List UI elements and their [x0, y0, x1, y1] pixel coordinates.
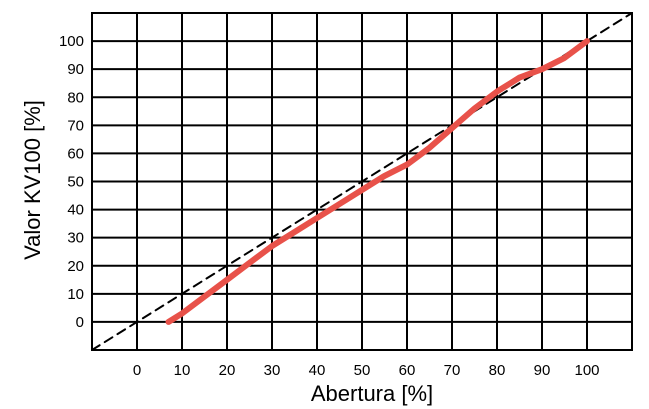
- grid: [92, 13, 632, 350]
- x-tick-label: 50: [354, 362, 371, 379]
- x-tick-label: 30: [264, 362, 281, 379]
- data-series-line: [165, 38, 590, 325]
- x-tick-label: 70: [444, 362, 461, 379]
- x-tick-label: 60: [399, 362, 416, 379]
- y-tick-label: 80: [67, 89, 84, 106]
- y-tick-label: 20: [67, 258, 84, 275]
- x-tick-label: 20: [219, 362, 236, 379]
- plot-frame: [91, 12, 633, 351]
- x-tick-label: 40: [309, 362, 326, 379]
- x-tick-label: 10: [174, 362, 191, 379]
- x-tick-label: 0: [133, 362, 141, 379]
- y-tick-label: 40: [67, 202, 84, 219]
- y-tick-label: 50: [67, 174, 84, 191]
- y-tick-label: 30: [67, 230, 84, 247]
- y-tick-label: 100: [59, 33, 84, 50]
- x-tick-label: 100: [574, 362, 599, 379]
- y-tick-label: 90: [67, 61, 84, 78]
- y-tick-label: 0: [76, 314, 84, 331]
- y-axis-title: Valor KV100 [%]: [20, 100, 45, 260]
- y-tick-label: 60: [67, 145, 84, 162]
- x-tick-label: 90: [534, 362, 551, 379]
- x-tick-labels: 0 10 20 30 40 50 60 70 80 90 100: [133, 362, 600, 379]
- x-axis-title: Abertura [%]: [311, 381, 433, 406]
- y-tick-labels: 0 10 20 30 40 50 60 70 80 90 100: [59, 33, 84, 331]
- y-tick-label: 10: [67, 286, 84, 303]
- series-layer: [165, 38, 590, 325]
- x-tick-label: 80: [489, 362, 506, 379]
- y-tick-label: 70: [67, 117, 84, 134]
